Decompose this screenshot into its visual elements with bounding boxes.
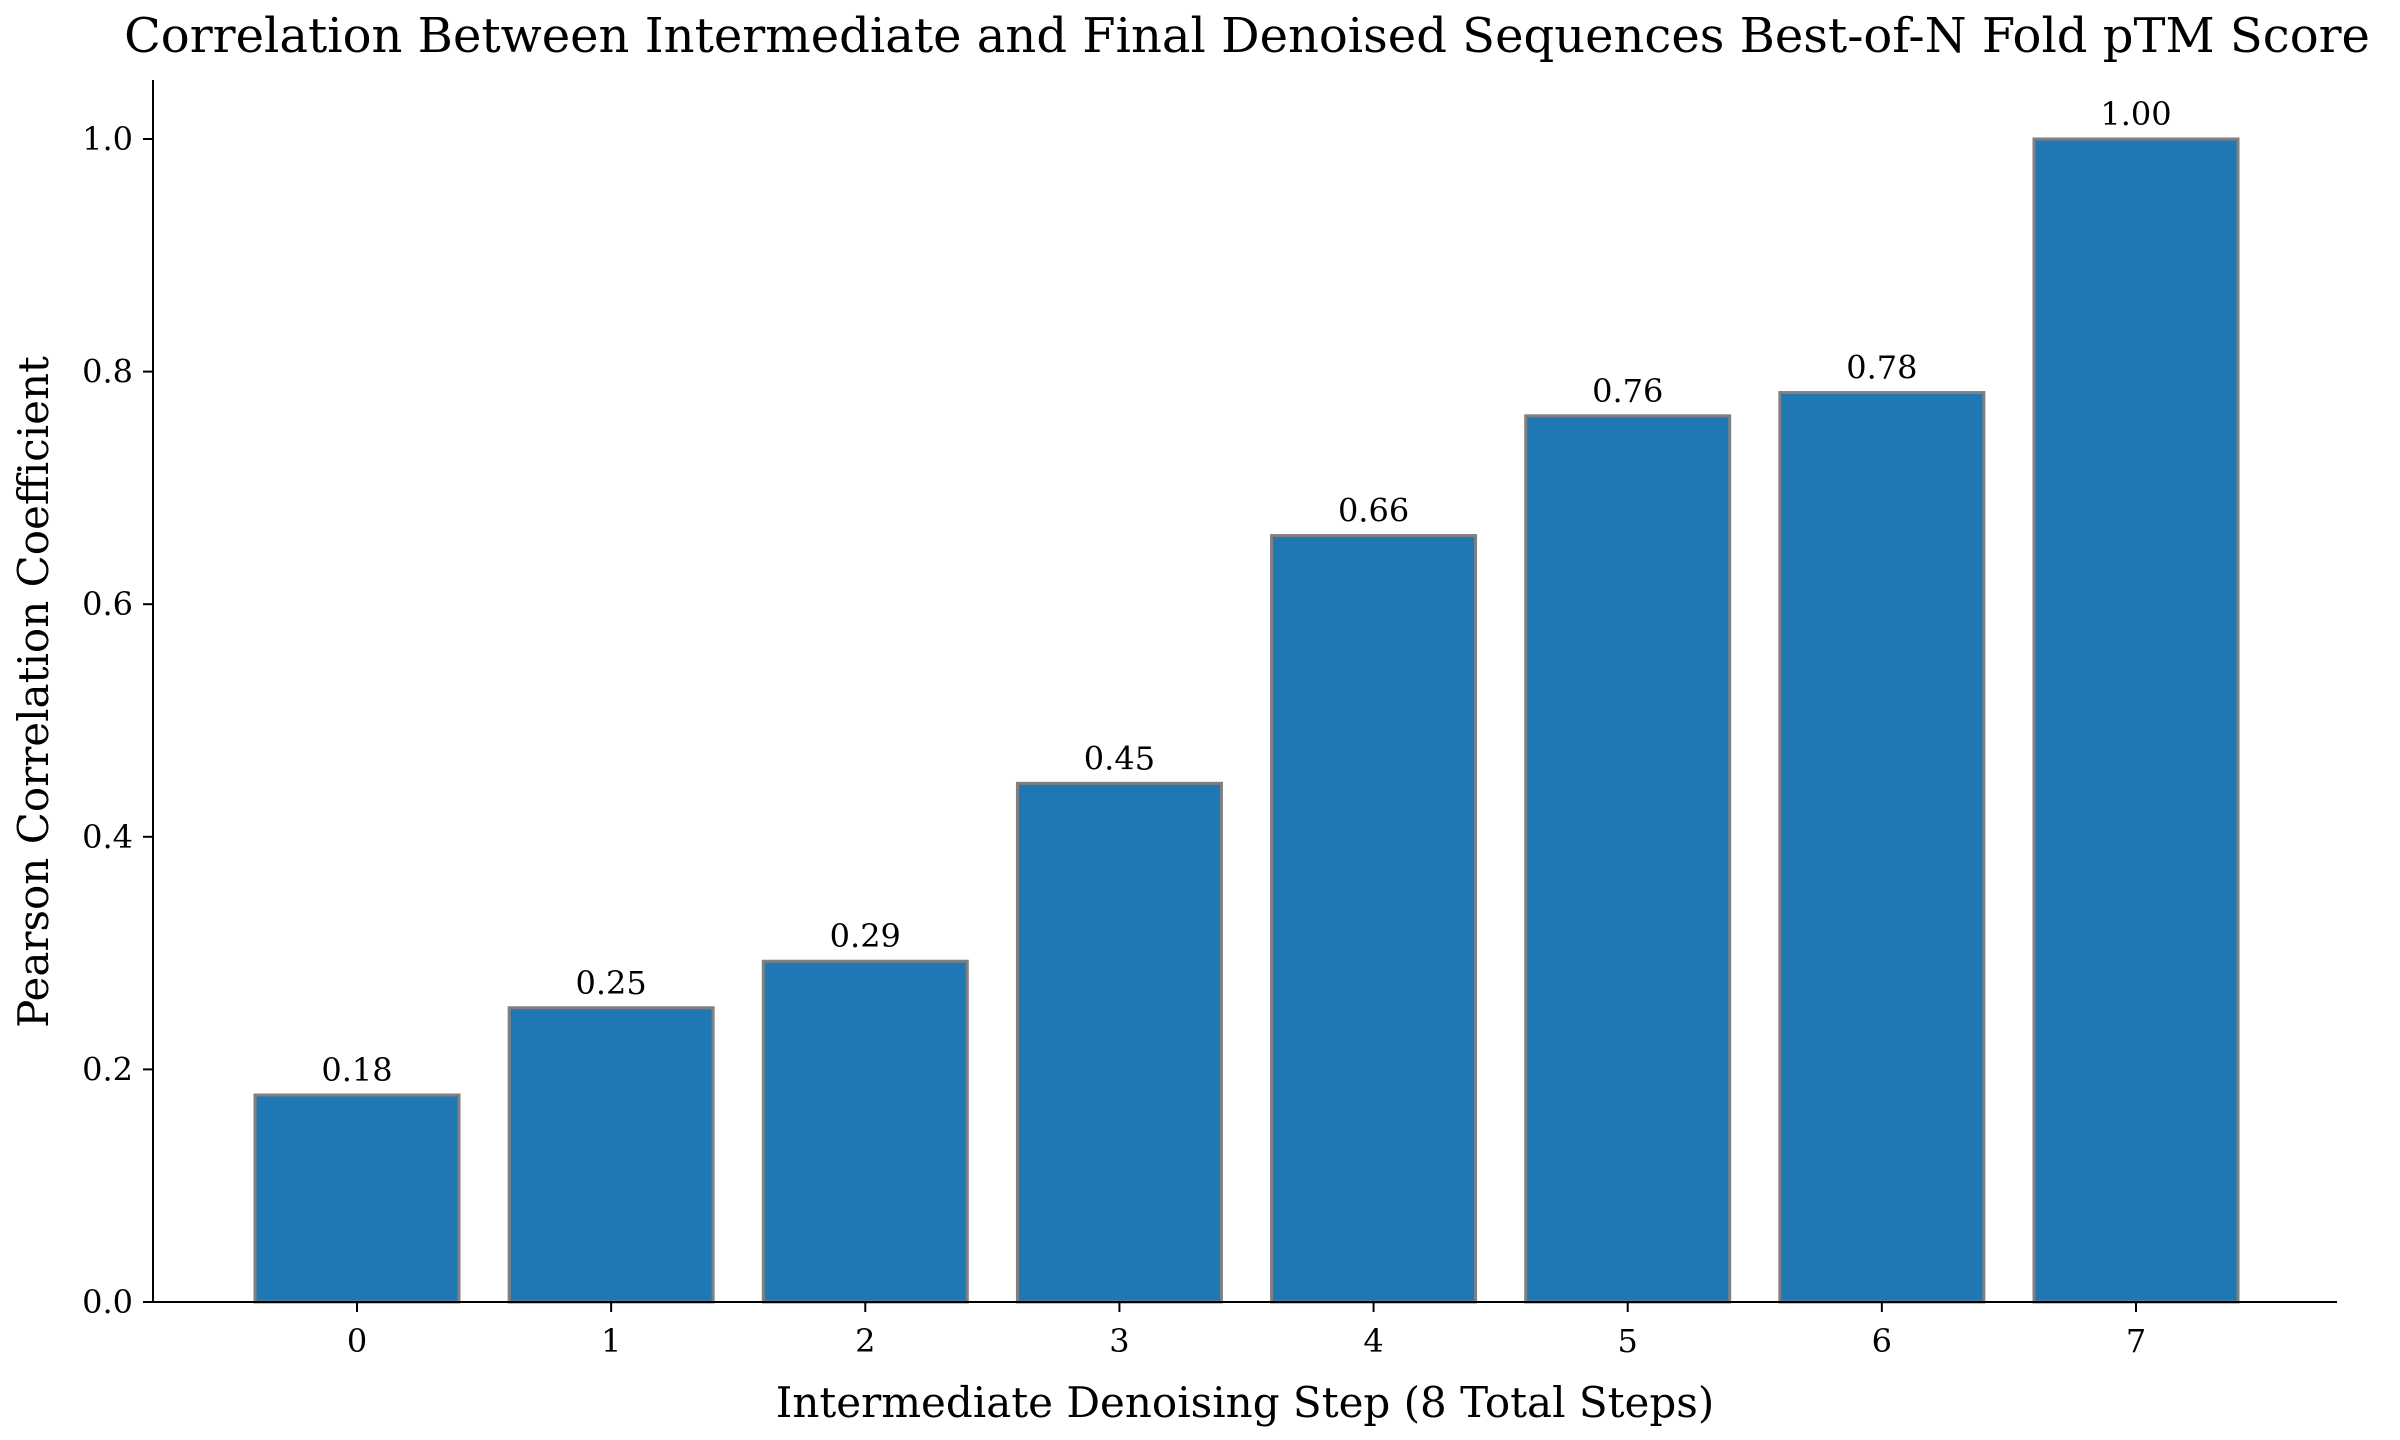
y-tick-label-0.2: 0.2 <box>82 1050 133 1088</box>
x-tick-label-6: 6 <box>1872 1322 1892 1360</box>
y-tick-label-1.0: 1.0 <box>82 120 133 158</box>
x-tick-label-1: 1 <box>601 1322 621 1360</box>
bar-value-label-3: 0.45 <box>1084 739 1155 777</box>
bar-value-label-0: 0.18 <box>321 1051 392 1089</box>
y-axis-label: Pearson Correlation Coefficient <box>9 356 58 1028</box>
bar-step-7 <box>2032 137 2240 1304</box>
bar-step-3 <box>1015 781 1223 1304</box>
bar-value-label-7: 1.00 <box>2100 95 2171 133</box>
bars <box>253 137 2240 1304</box>
y-tick-label-0.0: 0.0 <box>82 1283 133 1321</box>
y-tick-label-0.4: 0.4 <box>82 818 133 856</box>
bar-step-2 <box>761 959 969 1304</box>
y-axis-ticks: 0.0 0.2 0.4 0.6 0.8 1.0 <box>82 120 153 1321</box>
bar-value-labels: 0.18 0.25 0.29 0.45 0.66 0.76 0.78 1.00 <box>321 95 2171 1089</box>
x-tick-label-7: 7 <box>2126 1322 2146 1360</box>
bar-step-1 <box>507 1006 715 1304</box>
bar-value-label-5: 0.76 <box>1592 372 1663 410</box>
y-tick-label-0.8: 0.8 <box>82 353 133 391</box>
bar-step-4 <box>1270 534 1478 1304</box>
bar-value-label-4: 0.66 <box>1338 492 1409 530</box>
chart-title: Correlation Between Intermediate and Fin… <box>124 8 2370 64</box>
x-axis-ticks: 0 1 2 3 4 5 6 7 <box>347 1302 2146 1360</box>
x-tick-label-0: 0 <box>347 1322 367 1360</box>
bar-value-label-1: 0.25 <box>576 964 647 1002</box>
bar-step-0 <box>253 1093 461 1304</box>
bar-step-5 <box>1524 414 1732 1304</box>
x-axis-label: Intermediate Denoising Step (8 Total Ste… <box>776 1378 1714 1427</box>
x-tick-label-4: 4 <box>1363 1322 1383 1360</box>
plot-area: 0.180.250.290.450.660.760.781.00 0.00.20… <box>82 80 2337 1360</box>
y-tick-label-0.6: 0.6 <box>82 585 133 623</box>
bar-value-label-6: 0.78 <box>1846 349 1917 387</box>
x-tick-label-2: 2 <box>855 1322 875 1360</box>
x-tick-label-5: 5 <box>1618 1322 1638 1360</box>
bar-value-label-2: 0.29 <box>830 917 901 955</box>
x-tick-label-3: 3 <box>1109 1322 1129 1360</box>
bar-step-6 <box>1778 391 1986 1304</box>
